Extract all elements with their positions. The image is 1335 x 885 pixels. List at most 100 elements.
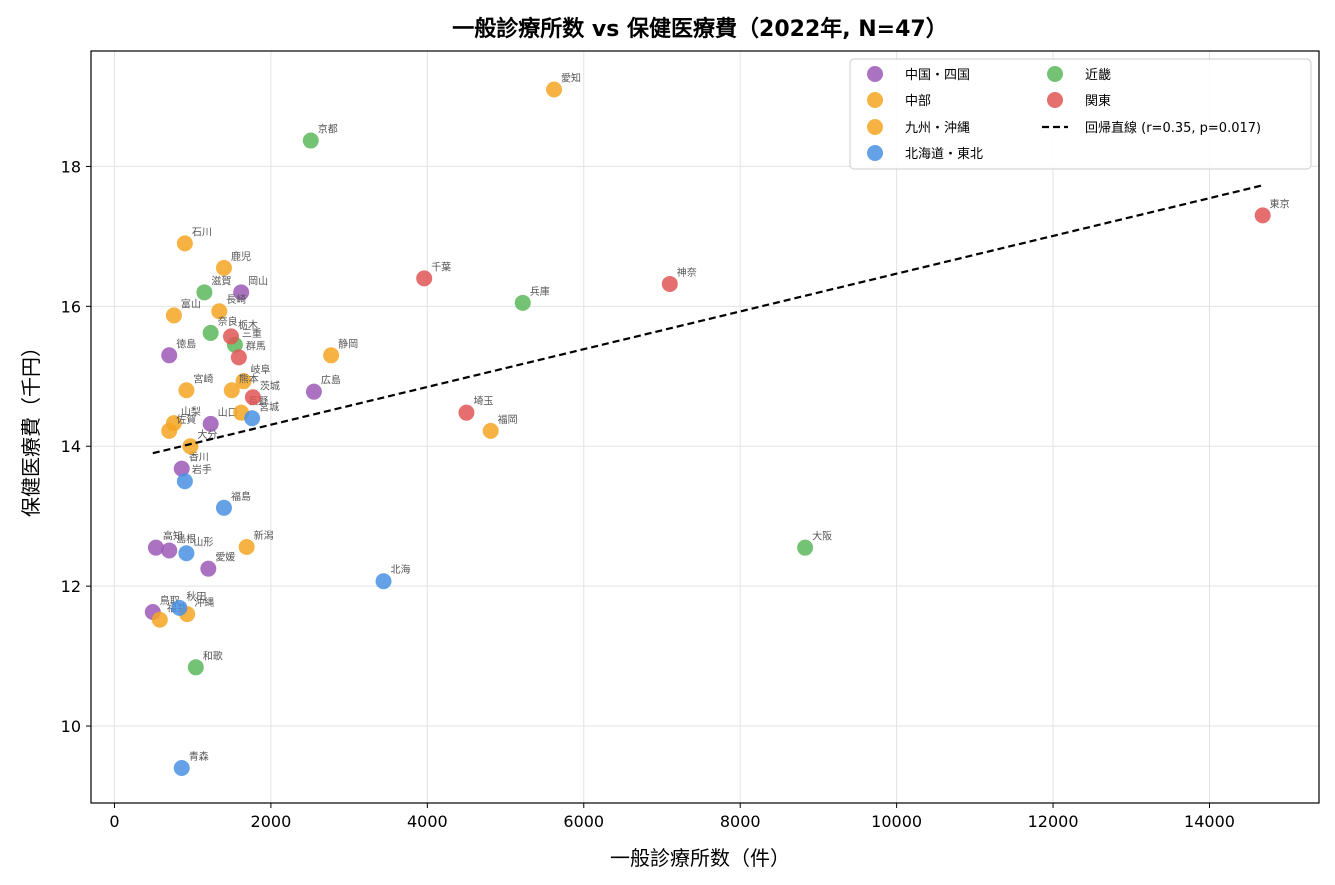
data-point bbox=[176, 473, 193, 490]
data-point bbox=[458, 404, 475, 421]
point-label: 栃木 bbox=[238, 318, 258, 331]
data-point bbox=[230, 349, 247, 366]
data-point bbox=[200, 560, 217, 577]
data-point bbox=[305, 383, 322, 400]
data-point bbox=[1254, 207, 1271, 224]
data-point bbox=[244, 410, 261, 427]
y-tick-label: 12 bbox=[61, 577, 81, 596]
data-point bbox=[235, 373, 252, 390]
data-point bbox=[233, 284, 250, 301]
legend-marker bbox=[867, 119, 883, 135]
grid bbox=[91, 51, 1319, 803]
data-point bbox=[173, 460, 190, 477]
point-label: 福岡 bbox=[498, 413, 518, 426]
point-label: 岐阜 bbox=[251, 363, 271, 376]
data-point bbox=[196, 284, 213, 301]
y-axis-label: 保健医療費（千円） bbox=[19, 337, 43, 517]
point-label: 神奈 bbox=[677, 266, 697, 279]
point-label: 茨城 bbox=[260, 379, 280, 392]
data-point bbox=[178, 382, 195, 399]
y-tick-label: 10 bbox=[61, 717, 81, 736]
point-label: 兵庫 bbox=[530, 285, 550, 298]
point-label: 宮城 bbox=[259, 400, 279, 413]
point-label: 高知 bbox=[163, 530, 183, 543]
point-label: 三重 bbox=[242, 327, 262, 340]
axis-ticks: 0 2000 4000 6000 8000 10000 12000 14000 10 12 14 16… bbox=[61, 157, 1235, 831]
x-tick-label: 8000 bbox=[720, 812, 761, 831]
legend-marker bbox=[867, 145, 883, 161]
point-label: 広島 bbox=[321, 374, 341, 387]
y-tick-label: 14 bbox=[61, 437, 81, 456]
data-point bbox=[173, 760, 190, 777]
data-point bbox=[187, 659, 204, 676]
point-label: 青森 bbox=[189, 750, 209, 763]
point-label: 山梨 bbox=[181, 405, 201, 418]
legend-label: 九州・沖縄 bbox=[905, 121, 970, 136]
point-label: 福島 bbox=[231, 490, 251, 503]
y-tick-label: 18 bbox=[61, 157, 81, 176]
legend-label: 近畿 bbox=[1085, 68, 1111, 83]
point-label: 佐賀 bbox=[176, 414, 196, 426]
data-point bbox=[215, 259, 232, 276]
data-point bbox=[482, 422, 499, 439]
legend-marker bbox=[867, 92, 883, 108]
data-point bbox=[151, 611, 168, 628]
point-label: 奈良 bbox=[218, 315, 238, 328]
data-point bbox=[161, 347, 178, 364]
data-point bbox=[202, 324, 219, 341]
data-point bbox=[223, 382, 240, 399]
point-label: 山口 bbox=[218, 407, 238, 419]
regression-line-group bbox=[152, 184, 1263, 455]
point-label: 大阪 bbox=[812, 530, 832, 543]
data-point bbox=[223, 328, 240, 345]
x-tick-label: 4000 bbox=[407, 812, 448, 831]
x-tick-label: 10000 bbox=[871, 812, 922, 831]
point-label: 和歌 bbox=[203, 649, 223, 662]
point-label: 愛媛 bbox=[215, 551, 235, 564]
data-point bbox=[202, 415, 219, 432]
point-label: 愛知 bbox=[561, 71, 581, 84]
legend-label: 北海道・東北 bbox=[905, 146, 983, 162]
legend-marker bbox=[1047, 92, 1063, 108]
point-label: 沖縄 bbox=[194, 596, 214, 609]
point-label: 群馬 bbox=[246, 339, 266, 352]
data-point bbox=[182, 438, 199, 455]
data-point bbox=[178, 545, 195, 562]
regression-line bbox=[152, 184, 1263, 455]
data-point bbox=[797, 539, 814, 556]
x-axis-label: 一般診療所数（件） bbox=[610, 846, 790, 870]
data-point bbox=[244, 389, 261, 406]
x-tick-label: 2000 bbox=[251, 812, 292, 831]
point-label: 徳島 bbox=[176, 337, 196, 350]
data-point bbox=[215, 499, 232, 516]
point-label: 東京 bbox=[1270, 197, 1290, 210]
y-tick-label: 16 bbox=[61, 297, 81, 316]
chart-title: 一般診療所数 vs 保健医療費（2022年, N=47） bbox=[452, 16, 947, 42]
point-label: 埼玉 bbox=[473, 395, 493, 408]
legend-label: 中国・四国 bbox=[905, 68, 970, 83]
data-point bbox=[165, 307, 182, 324]
data-point bbox=[661, 275, 678, 292]
data-point bbox=[211, 303, 228, 320]
point-label: 岡山 bbox=[248, 275, 268, 287]
point-label: 島根 bbox=[176, 532, 196, 545]
point-label: 富山 bbox=[181, 297, 201, 310]
data-point bbox=[546, 81, 563, 98]
point-label: 静岡 bbox=[338, 337, 358, 350]
data-point bbox=[238, 538, 255, 555]
point-label: 千葉 bbox=[431, 260, 451, 273]
legend-label: 回帰直線 (r=0.35, p=0.017) bbox=[1085, 120, 1261, 136]
point-label: 新潟 bbox=[254, 529, 274, 542]
point-label: 熊本 bbox=[239, 372, 259, 385]
point-label: 秋田 bbox=[186, 590, 206, 603]
data-point bbox=[161, 422, 178, 439]
point-label: 石川 bbox=[192, 227, 212, 238]
x-tick-label: 14000 bbox=[1184, 812, 1235, 831]
data-point bbox=[302, 132, 319, 149]
